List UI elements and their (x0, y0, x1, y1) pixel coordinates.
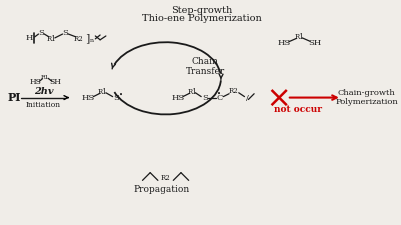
Text: R1: R1 (98, 88, 108, 96)
Text: HS: HS (172, 94, 185, 101)
Text: Thio-ene Polymerization: Thio-ene Polymerization (142, 14, 262, 23)
Text: HS: HS (82, 94, 95, 101)
Text: 2hv: 2hv (34, 87, 53, 96)
Text: Chain
Transfer: Chain Transfer (185, 57, 225, 76)
Text: R2: R2 (161, 174, 170, 182)
Text: R1: R1 (188, 88, 197, 96)
Text: ]: ] (85, 33, 90, 43)
Text: SH: SH (49, 78, 61, 86)
Text: R1: R1 (41, 75, 50, 80)
Text: /: / (246, 94, 249, 101)
Text: HS: HS (277, 39, 291, 47)
Text: PI: PI (8, 92, 21, 103)
Text: •: • (217, 90, 221, 98)
Text: Initiation: Initiation (26, 101, 61, 109)
Text: Chain-growth
Polymerization: Chain-growth Polymerization (335, 89, 398, 106)
Text: S: S (38, 29, 45, 37)
Text: R2: R2 (229, 87, 239, 95)
Text: Propagation: Propagation (134, 185, 190, 194)
Text: R1: R1 (47, 35, 57, 43)
Text: not occur: not occur (274, 105, 322, 114)
Text: SH: SH (308, 39, 322, 47)
Text: R2: R2 (74, 35, 84, 43)
Text: •: • (119, 91, 123, 99)
Text: C: C (216, 94, 223, 101)
Text: H: H (25, 34, 32, 42)
Text: R1: R1 (294, 33, 304, 41)
Text: S: S (202, 94, 208, 101)
Text: n: n (89, 38, 93, 43)
Text: S: S (63, 29, 69, 37)
Text: S: S (113, 94, 119, 101)
Text: HS: HS (30, 78, 42, 86)
Text: Step-growth: Step-growth (172, 7, 233, 16)
